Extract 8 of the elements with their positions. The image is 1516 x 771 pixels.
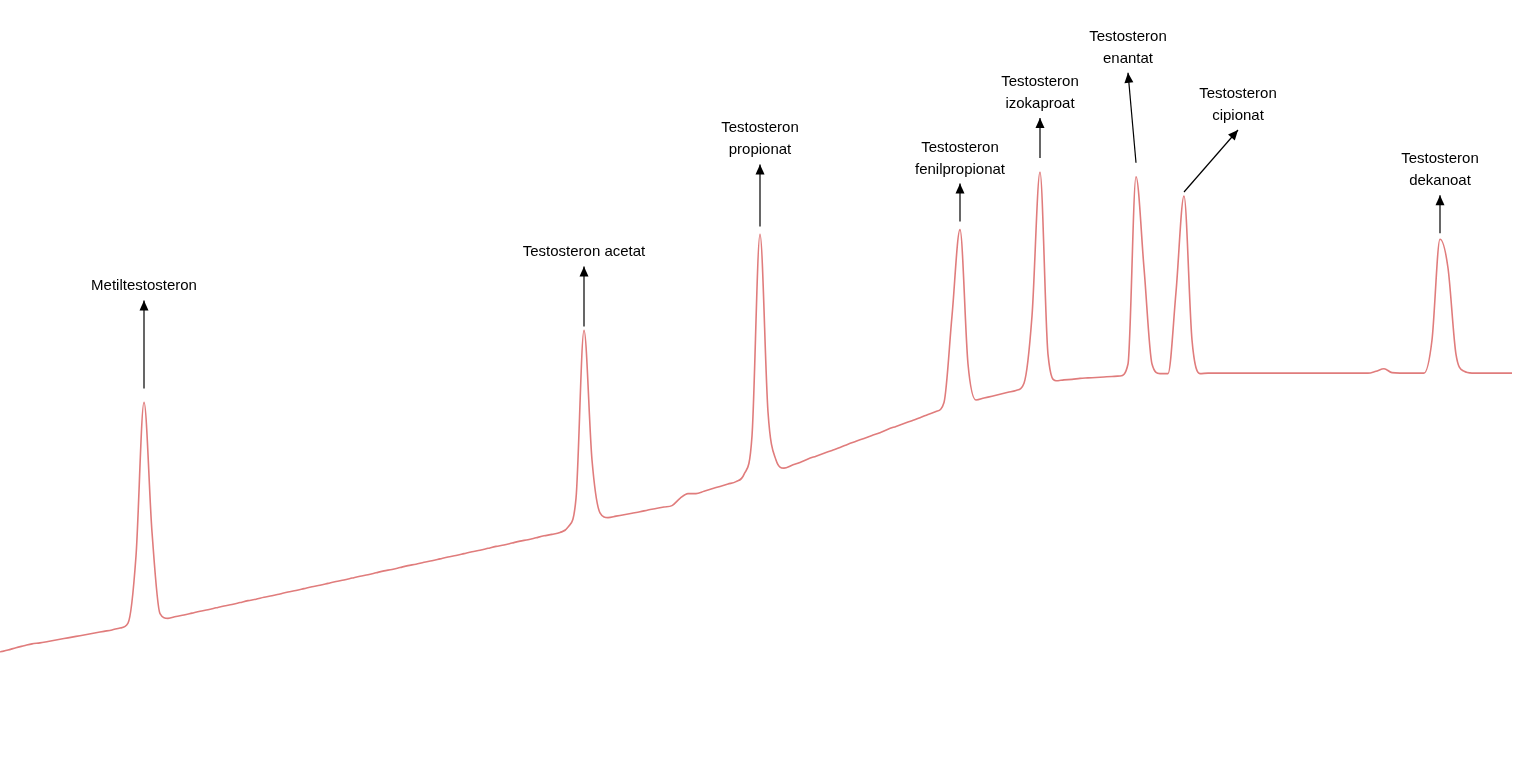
annotation: Metiltestosteron: [91, 276, 197, 294]
annotation: Testosteron fenilpropionat: [914, 137, 1006, 177]
text: Testosteron cipionat: [1199, 84, 1277, 123]
text: Testosteron izokaproat: [1001, 72, 1079, 111]
annotation: Testosteron dekanoat: [1401, 149, 1479, 189]
text: Testosteron enantat: [1089, 26, 1167, 66]
annotation: Testosteron acetat: [522, 242, 647, 260]
text: Testosteron propionat: [721, 118, 799, 158]
